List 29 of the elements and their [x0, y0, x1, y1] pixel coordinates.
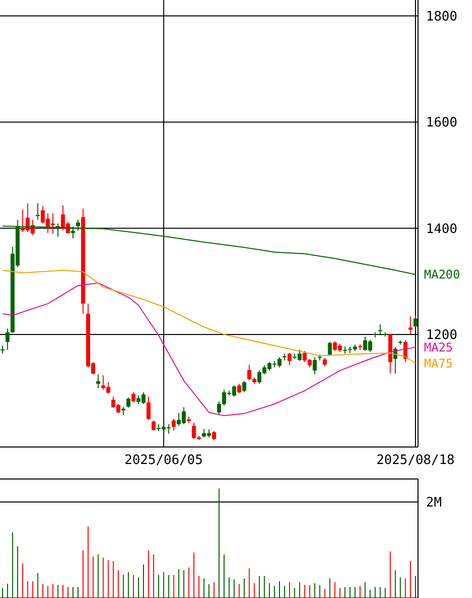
- x-tick-label: 2025/06/05: [124, 453, 203, 468]
- candlestick: [217, 400, 222, 415]
- y-tick-label: 1400: [426, 222, 458, 237]
- series-label: MA75: [424, 356, 453, 370]
- candlestick: [6, 328, 10, 350]
- candlestick: [131, 392, 136, 403]
- candlestick: [152, 420, 156, 432]
- candlestick: [408, 316, 412, 334]
- candlestick: [96, 374, 100, 389]
- candlestick: [378, 324, 382, 334]
- candlestick: [413, 314, 418, 328]
- candlestick: [328, 341, 332, 356]
- candlestick: [247, 364, 252, 381]
- candlestick: [172, 418, 176, 432]
- x-tick-label: 2025/08/18: [376, 453, 455, 468]
- y-tick-label: 1800: [426, 10, 458, 25]
- line-series: [2, 282, 416, 416]
- candlestick: [312, 356, 317, 375]
- candlestick: [242, 380, 246, 393]
- candlestick: [288, 352, 292, 366]
- y-tick-label: 1600: [426, 116, 458, 131]
- candlestick: [212, 430, 216, 441]
- line-series: [2, 270, 416, 364]
- candlestick: [126, 397, 130, 408]
- candlestick: [36, 202, 40, 220]
- candlestick: [237, 383, 242, 394]
- series-label: MA200: [424, 268, 460, 282]
- y-tick-label: 2M: [426, 496, 442, 511]
- candlestick: [146, 396, 151, 420]
